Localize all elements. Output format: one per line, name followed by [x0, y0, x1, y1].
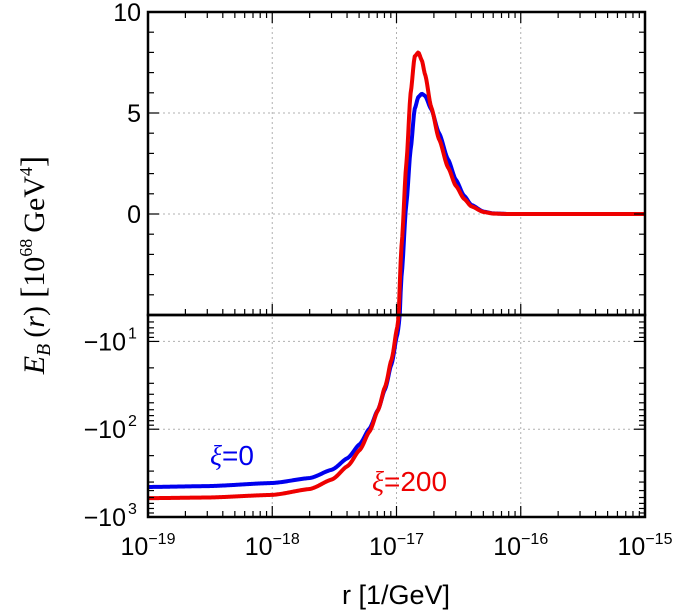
x-tick-label: 10−19: [121, 531, 176, 561]
x-axis-label: r [1/GeV]: [342, 580, 450, 610]
series-line-xi=200: [146, 50, 647, 501]
annotation-xi-200: ξ=200: [372, 466, 447, 498]
y-label-arg: r: [18, 316, 51, 328]
annotation-xi-200-text: =200: [384, 466, 447, 497]
grid-layer: [148, 12, 645, 517]
y-label-sub: B: [33, 344, 55, 356]
x-tick-label: 10−16: [493, 531, 548, 561]
x-tick-label: 10−15: [618, 531, 673, 561]
y-label-var: E: [18, 356, 51, 375]
y-label-unit-exp: 68: [16, 239, 36, 257]
y-tick-label: 5: [127, 100, 141, 128]
y-tick-exponent: 3: [128, 501, 137, 518]
annotation-xi-0-symbol: ξ: [210, 441, 222, 472]
y-tick-label: −10: [84, 504, 126, 532]
y-tick-exponent: 2: [128, 413, 137, 430]
y-axis-label: EB(r)[1068GeV4]: [15, 156, 55, 376]
x-tick-label: 10−18: [245, 531, 300, 561]
y-tick-label: −10: [84, 416, 126, 444]
annotation-xi-0: ξ=0: [210, 440, 254, 472]
series-layer: [146, 50, 647, 501]
y-tick-label: 0: [127, 201, 141, 229]
y-tick-exponent: 1: [128, 325, 137, 342]
annotation-xi-0-text: =0: [222, 440, 254, 471]
annotation-xi-200-symbol: ξ: [372, 467, 384, 498]
tick-layer: [147, 11, 645, 518]
y-label-unit-name: GeV: [18, 176, 51, 233]
x-tick-label: 10−17: [369, 531, 424, 561]
y-tick-label: 10: [113, 0, 141, 27]
y-label-unit-base: 10: [18, 257, 51, 287]
y-label-unit-pow: 4: [16, 167, 36, 176]
y-tick-label: −10: [84, 328, 126, 356]
